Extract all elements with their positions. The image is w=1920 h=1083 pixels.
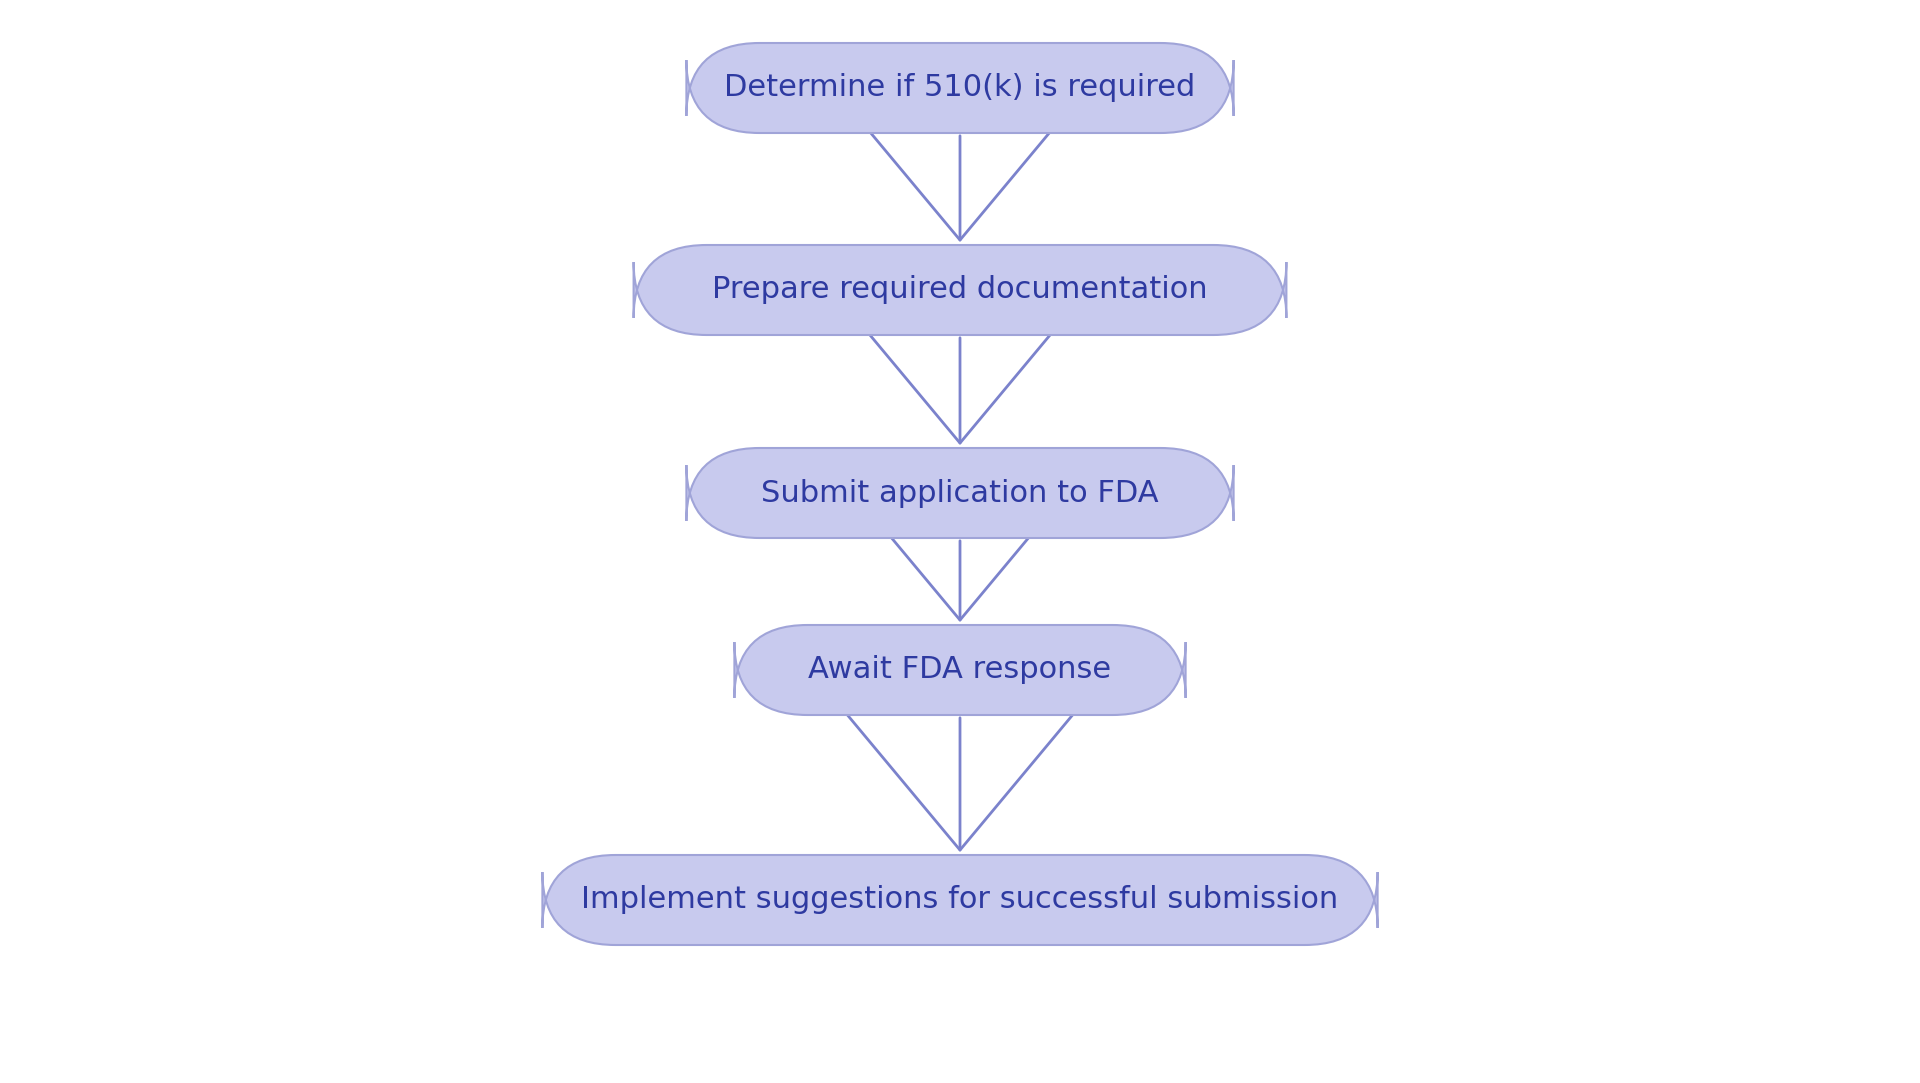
Text: Determine if 510(k) is required: Determine if 510(k) is required — [724, 74, 1196, 103]
FancyBboxPatch shape — [687, 43, 1233, 133]
Text: Await FDA response: Await FDA response — [808, 655, 1112, 684]
FancyBboxPatch shape — [634, 245, 1286, 335]
Text: Prepare required documentation: Prepare required documentation — [712, 275, 1208, 304]
FancyBboxPatch shape — [733, 625, 1185, 715]
Text: Submit application to FDA: Submit application to FDA — [760, 479, 1160, 508]
FancyBboxPatch shape — [541, 854, 1377, 945]
Text: Implement suggestions for successful submission: Implement suggestions for successful sub… — [582, 886, 1338, 914]
FancyBboxPatch shape — [687, 448, 1233, 538]
